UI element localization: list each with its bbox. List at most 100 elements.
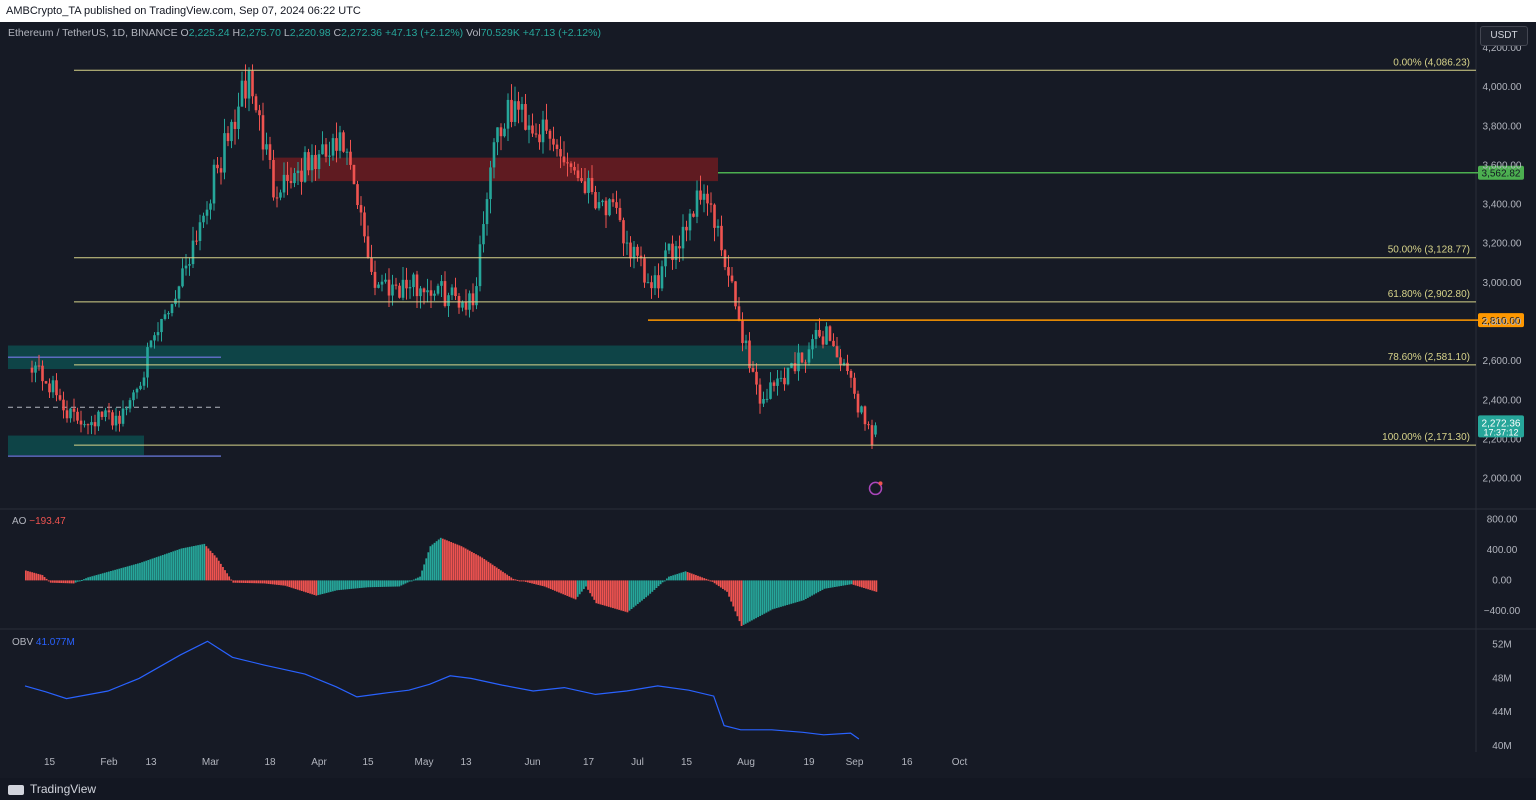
ao-bar xyxy=(639,580,641,603)
candle-body xyxy=(342,132,345,152)
open-label: O xyxy=(180,27,189,39)
candle-body xyxy=(538,134,541,143)
candle xyxy=(849,369,853,388)
candle xyxy=(205,201,209,225)
current-price-label: 2,272.36 xyxy=(1482,418,1521,429)
candle-body xyxy=(723,250,727,268)
ao-bar xyxy=(377,580,380,587)
ao-bar xyxy=(502,571,504,581)
ao-bar xyxy=(585,580,587,587)
ao-bar xyxy=(168,552,170,581)
ao-bar xyxy=(470,551,473,581)
ao-bar xyxy=(580,580,583,592)
candle xyxy=(251,64,254,104)
ao-bar xyxy=(348,580,351,590)
candle-body xyxy=(485,199,489,225)
ao-value: −193.47 xyxy=(29,516,66,527)
ao-bar xyxy=(497,568,500,581)
candle xyxy=(517,91,520,124)
ao-bar xyxy=(545,580,548,588)
ao-bar xyxy=(531,580,533,584)
candle xyxy=(667,243,671,254)
ao-bar xyxy=(412,579,415,581)
candle-body xyxy=(576,170,580,179)
ao-bar xyxy=(842,580,845,586)
candle xyxy=(597,192,601,211)
ao-bar xyxy=(657,580,660,587)
candle xyxy=(240,71,244,107)
candle-body xyxy=(534,133,538,135)
ao-bar xyxy=(184,547,187,581)
ao-bar xyxy=(375,580,378,588)
time-tick: May xyxy=(415,757,434,768)
candle-body xyxy=(328,155,331,157)
price-tick: 2,600.00 xyxy=(1483,356,1522,367)
currency-button[interactable]: USDT xyxy=(1480,26,1528,46)
candle xyxy=(44,380,48,384)
candle-body xyxy=(48,383,51,393)
candle xyxy=(275,186,279,208)
candle-body xyxy=(674,246,678,260)
candle-body xyxy=(405,279,408,289)
candle xyxy=(622,217,625,256)
ao-bar xyxy=(394,580,397,587)
candle-body xyxy=(797,352,800,372)
ao-bar xyxy=(829,580,832,588)
candle xyxy=(727,255,730,287)
ao-bar xyxy=(363,580,365,588)
ohlc-legend: Ethereum / TetherUS, 1D, BINANCE O2,225.… xyxy=(8,27,601,39)
candle-body xyxy=(65,410,69,419)
ao-bar xyxy=(483,559,486,581)
ao-bar xyxy=(300,580,303,591)
ao-bar xyxy=(309,580,311,594)
candle-body xyxy=(177,286,181,299)
ao-bar xyxy=(414,578,417,581)
candle-body xyxy=(317,154,321,170)
ao-bar xyxy=(587,580,589,590)
candle xyxy=(188,257,191,276)
candle-body xyxy=(324,144,328,157)
candle-body xyxy=(793,363,797,372)
time-axis: 15 Feb 13 Mar 18 Apr 15 May 13 Jun 17 Jul 15 Aug 19 Sep… xyxy=(44,757,968,768)
ao-bar xyxy=(124,566,127,581)
candle xyxy=(356,180,359,209)
candle xyxy=(615,190,618,214)
ao-bar xyxy=(342,580,345,590)
candle xyxy=(681,214,685,261)
ao-bar xyxy=(81,579,83,581)
ao-bar xyxy=(325,580,328,593)
candle-body xyxy=(821,336,825,345)
candle xyxy=(520,96,524,123)
candle-body xyxy=(786,367,790,385)
ao-bar xyxy=(688,572,691,581)
ao-bar xyxy=(246,580,249,584)
candle xyxy=(496,127,499,156)
candle xyxy=(590,165,594,195)
candle-body xyxy=(412,274,415,288)
ao-bar xyxy=(527,580,529,583)
candle xyxy=(48,378,51,399)
ao-bar xyxy=(271,580,274,585)
chart-canvas[interactable]: 0.00% (4,086.23) 50.00% (3,128.77) 61.80% … xyxy=(0,0,1536,778)
time-tick: 13 xyxy=(145,757,157,768)
candle xyxy=(527,114,531,144)
candle-body xyxy=(762,398,765,404)
candle xyxy=(121,400,125,427)
ao-bar xyxy=(564,580,567,596)
candle-body xyxy=(639,255,643,259)
candle-body xyxy=(205,209,209,216)
candle xyxy=(786,367,790,386)
ao-bar xyxy=(259,580,262,584)
ao-bar xyxy=(769,580,772,611)
candle-body xyxy=(853,377,856,394)
candle-body xyxy=(471,293,475,306)
symbol-title[interactable]: Ethereum / TetherUS, 1D, BINANCE xyxy=(8,27,178,39)
ao-bar xyxy=(558,580,560,593)
candle-body xyxy=(874,425,877,435)
candle xyxy=(345,148,349,166)
candle-body xyxy=(552,138,555,145)
candle xyxy=(125,406,128,416)
candle xyxy=(769,372,772,400)
ao-bar xyxy=(149,559,152,581)
candle-body xyxy=(779,377,783,379)
